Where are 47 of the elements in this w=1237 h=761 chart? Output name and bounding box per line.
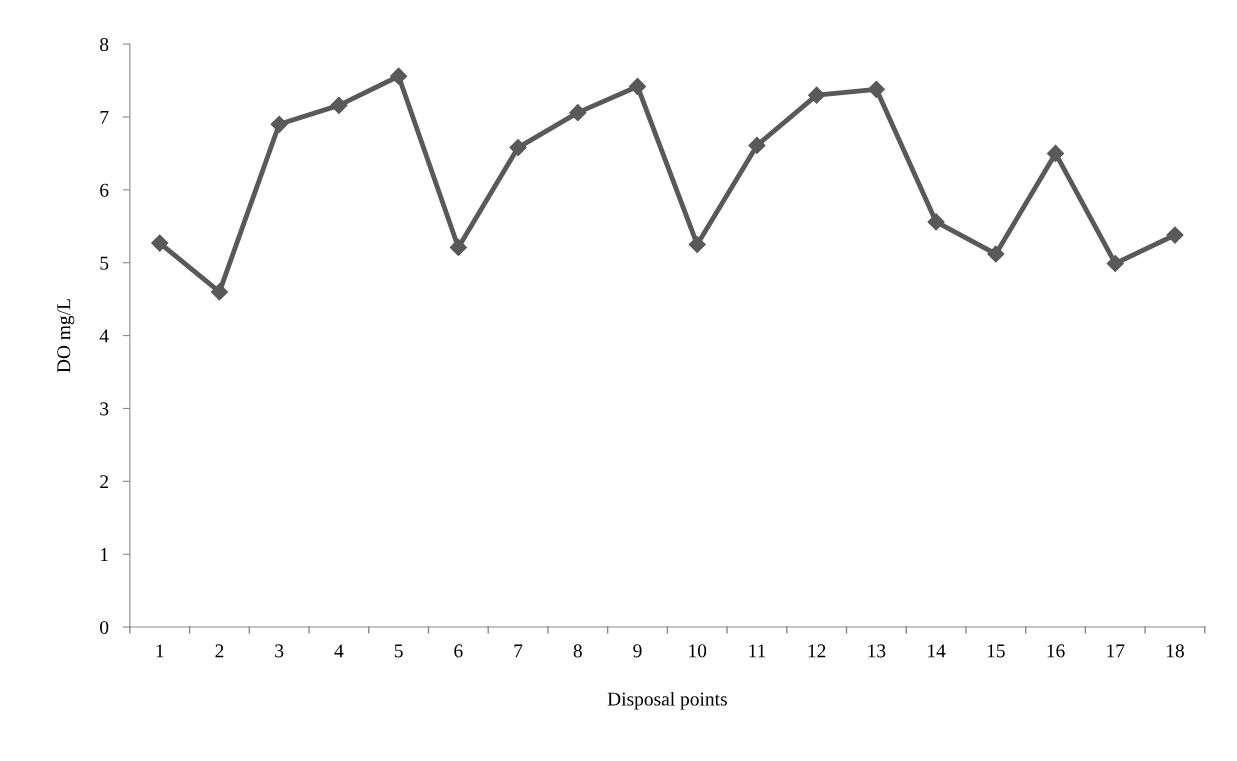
point: [569, 104, 587, 122]
x-tick-label: 13: [868, 644, 886, 658]
point: [449, 238, 467, 256]
point: [390, 67, 408, 85]
x-tick-label: 17: [1107, 644, 1125, 658]
point: [1106, 254, 1124, 273]
x-tick-label: 9: [633, 644, 642, 658]
point: [1166, 226, 1184, 244]
x-tick-label: 11: [749, 644, 766, 658]
point: [270, 115, 288, 133]
x-tick-label: 7: [514, 644, 523, 658]
y-tick-label: 5: [100, 256, 109, 270]
x-tick-label: 18: [1166, 644, 1184, 658]
point: [151, 234, 169, 252]
point: [509, 139, 527, 157]
point: [330, 96, 348, 114]
y-tick-label: 3: [100, 402, 109, 416]
y-axis-title: DO mg/L: [57, 299, 75, 373]
y-tick-label: 1: [101, 548, 108, 561]
x-tick-label: 1: [156, 644, 164, 658]
x-tick-label: 10: [689, 644, 707, 658]
x-tick-label: 12: [808, 644, 826, 658]
y-tick-label: 6: [100, 183, 109, 197]
x-tick-label: 3: [275, 644, 284, 658]
x-axis-title: Disposal points: [607, 691, 727, 710]
x-tick-label: 5: [394, 644, 403, 658]
y-tick-label: 8: [100, 37, 109, 52]
point: [1046, 144, 1065, 162]
point: [987, 245, 1005, 263]
x-tick-label: 15: [987, 644, 1005, 658]
x-tick-label: 2: [215, 644, 224, 658]
x-tick-label: 4: [334, 644, 344, 658]
x-tick-label: 6: [454, 644, 463, 658]
y-tick-label: 2: [100, 475, 108, 489]
x-tick-label: 16: [1047, 644, 1065, 658]
y-tick-label: 0: [100, 620, 109, 634]
point: [628, 77, 647, 95]
point: [927, 213, 945, 231]
point: [867, 80, 885, 98]
y-tick-label: 4: [99, 329, 109, 343]
point: [808, 86, 826, 104]
y-tick-label: 7: [100, 111, 109, 124]
point: [210, 283, 229, 301]
point: [688, 235, 706, 254]
point: [748, 136, 766, 154]
x-tick-label: 14: [928, 644, 946, 658]
x-tick-label: 8: [573, 644, 582, 658]
